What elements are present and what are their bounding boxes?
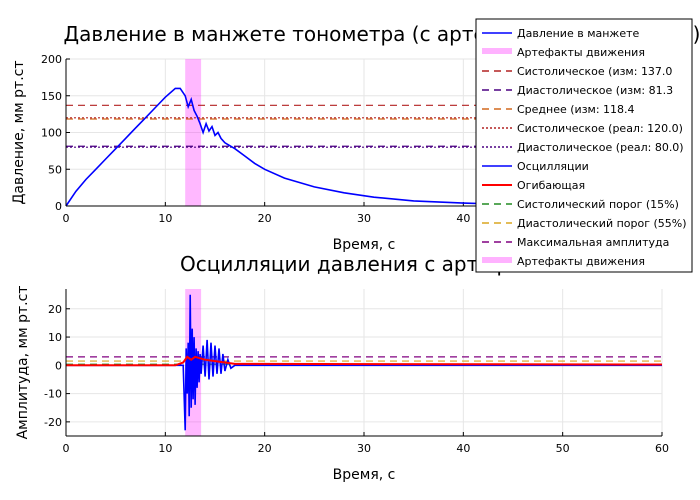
- y-tick-label: -10: [44, 388, 62, 401]
- x-tick-label: 30: [357, 212, 371, 225]
- y-tick-label: 200: [41, 53, 62, 66]
- legend-label: Диастолическое (изм: 81.3: [517, 84, 673, 97]
- legend-box: [475, 18, 693, 273]
- legend: [475, 18, 693, 273]
- legend-swatch: [482, 257, 512, 263]
- legend-label: Диастолическое (реал: 80.0): [517, 141, 684, 154]
- x-tick-label: 20: [258, 212, 272, 225]
- y-tick-label: 50: [48, 163, 62, 176]
- x-tick-label: 30: [357, 442, 371, 455]
- x-tick-label: 40: [456, 442, 470, 455]
- y-tick-label: 0: [55, 359, 62, 372]
- y-tick-label: 150: [41, 90, 62, 103]
- x-tick-label: 60: [655, 442, 669, 455]
- legend-label: Систолическое (изм: 137.0: [517, 65, 672, 78]
- x-tick-label: 10: [158, 212, 172, 225]
- legend-label: Огибающая: [517, 179, 585, 192]
- legend-label: Диастолический порог (55%): [517, 217, 687, 230]
- plot-panel-2: [65, 289, 663, 437]
- legend-label: Максимальная амплитуда: [517, 236, 669, 249]
- legend-swatch: [482, 48, 512, 54]
- y-tick-label: 20: [48, 303, 62, 316]
- series-line: [65, 87, 663, 207]
- x-tick-label: 0: [63, 212, 70, 225]
- series-line: [66, 355, 663, 367]
- x-axis-label: Время, с: [333, 237, 396, 253]
- y-tick-label: 0: [55, 200, 62, 213]
- artifact-span: [185, 59, 202, 206]
- y-tick-label: 100: [41, 127, 62, 140]
- x-axis-label: Время, с: [333, 467, 396, 483]
- legend-label: Систолическое (реал: 120.0): [517, 122, 683, 135]
- x-tick-label: 40: [456, 212, 470, 225]
- y-axis-label: Давление, мм рт.ст: [11, 60, 27, 204]
- y-axis-label: Амплитуда, мм рт.ст: [15, 286, 31, 440]
- legend-label: Среднее (изм: 118.4: [517, 103, 635, 116]
- y-tick-label: 10: [48, 331, 62, 344]
- legend-label: Артефакты движения: [517, 46, 645, 59]
- y-tick-label: -20: [44, 416, 62, 429]
- x-tick-label: 10: [158, 442, 172, 455]
- legend-label: Систолический порог (15%): [517, 198, 679, 211]
- legend-label: Артефакты движения: [517, 255, 645, 268]
- legend-label: Осцилляции: [517, 160, 589, 173]
- x-tick-label: 20: [258, 442, 272, 455]
- x-tick-label: 0: [63, 442, 70, 455]
- x-tick-label: 50: [556, 442, 570, 455]
- series-line: [66, 294, 662, 431]
- legend-label: Давление в манжете: [517, 27, 640, 40]
